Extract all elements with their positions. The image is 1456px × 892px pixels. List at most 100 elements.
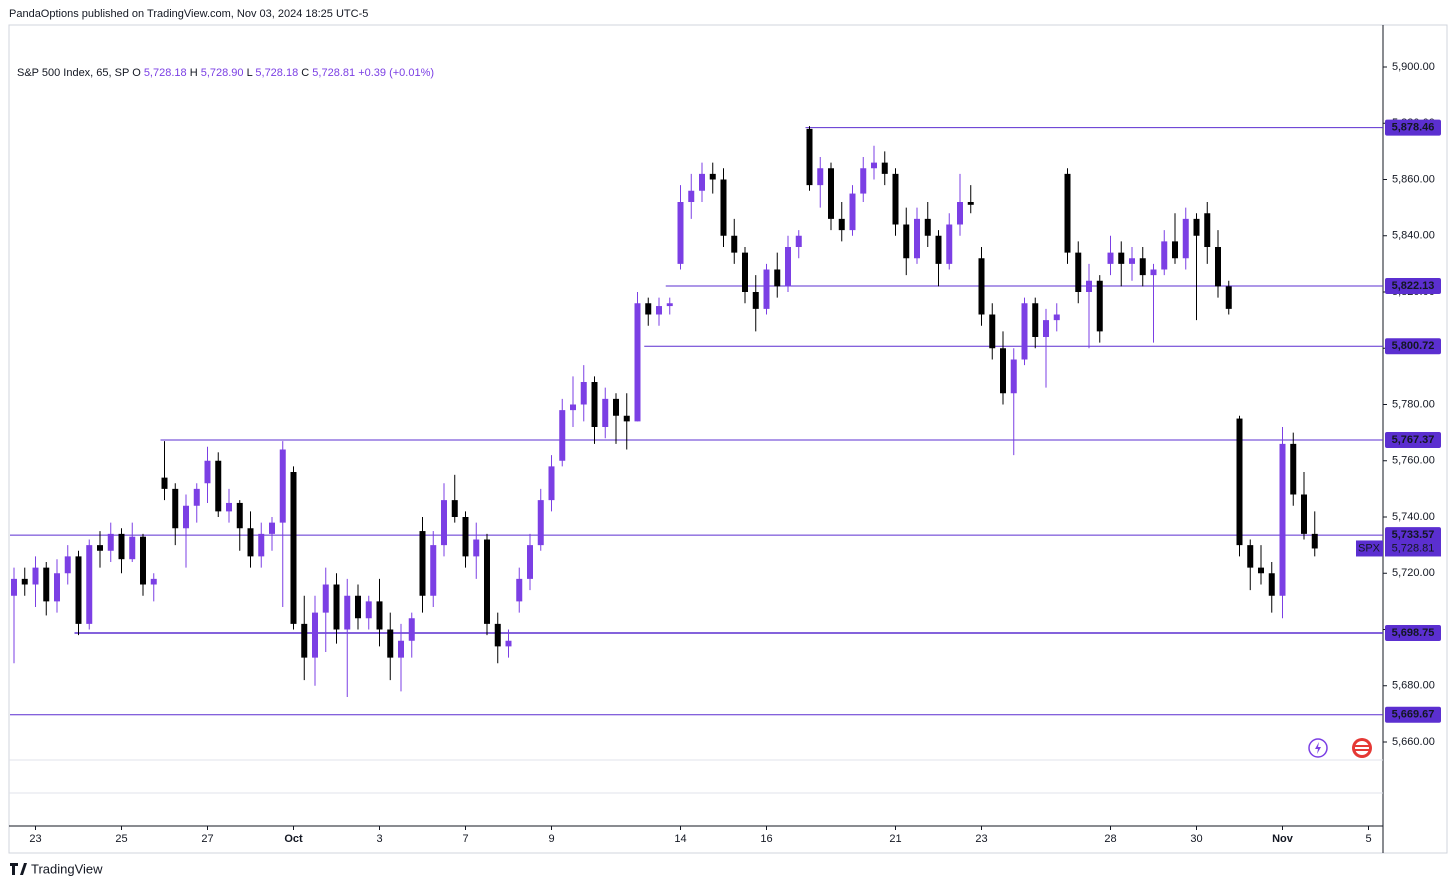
candle-body [1225,286,1232,309]
candle-body [21,578,28,585]
legend-item: +0.39 (+0.01%) [358,67,434,79]
candle-body [183,505,189,529]
candle-body [215,460,222,512]
candle-body [881,162,888,174]
candle-body [1193,218,1200,236]
candle-body [150,578,157,585]
candle-body [527,545,533,579]
candle-body [677,202,684,264]
legend-item: O [132,67,141,79]
candle-body [1086,280,1092,292]
candle-body [806,128,813,186]
candle-body [1129,258,1135,264]
candle-body [903,224,910,259]
candle-body [484,539,490,624]
candle-body [1075,252,1082,292]
level-label-box [1385,706,1441,723]
candle-body [1215,247,1221,287]
level-label-box [1385,278,1441,295]
candle-body [387,629,394,658]
candle-body [742,252,748,292]
candle-body [1279,443,1286,596]
candle-body [1010,359,1017,394]
candle-body [419,531,426,596]
candle-body [1311,533,1318,549]
candle-body [1043,320,1049,337]
legend-item: L [247,67,253,79]
candle-body [1064,173,1071,253]
y-tick-label: 5,680.00 [1392,680,1435,692]
x-tick-label: 28 [1104,833,1116,845]
x-tick-label: 16 [760,833,772,845]
frame [8,24,1448,854]
candle-body [290,472,297,624]
candle-body [699,173,705,191]
candle-body [1139,258,1146,276]
x-tick-label: 25 [115,833,127,845]
x-tick-label: 14 [674,833,686,845]
publisher: PandaOptions published on TradingView.co… [9,8,368,20]
candle-body [1301,494,1307,534]
candle-body [924,218,931,236]
candle-body [107,533,114,551]
candle-body [1107,252,1114,264]
y-tick-label: 5,840.00 [1392,230,1435,242]
level-label-box [1385,119,1441,136]
candle-body [1258,567,1264,574]
x-tick-label: Oct [284,833,303,845]
x-tick-label: 5 [1365,833,1371,845]
candle-body [634,303,641,422]
legend-item: 5,728.18 [144,67,187,79]
candle-body [613,398,619,416]
candle-body [1204,213,1211,247]
symbol-label: SPX [1358,542,1381,554]
candle-body [957,202,963,225]
candle-body [494,623,501,647]
candle-body [516,578,523,602]
candle-body [1021,303,1028,360]
candle-body [11,578,17,596]
x-tick-label: 21 [889,833,901,845]
y-tick-label: 5,720.00 [1392,567,1435,579]
icons [1308,738,1372,758]
candle-body [871,162,877,169]
candle-body [774,269,781,287]
footer-logo [10,863,27,875]
y-tick-label: 5,860.00 [1392,173,1435,185]
candle-body [247,528,254,557]
last-price-box [1385,540,1441,557]
candle-body [258,533,265,557]
candle-body [591,382,598,427]
candle-body [129,536,136,560]
level-label: 5,698.75 [1392,627,1435,639]
candle-body [161,477,168,489]
candle-body [54,573,60,602]
legend-item: 5,728.90 [201,67,244,79]
level-label-box [1385,338,1441,355]
candle-body [1150,269,1157,276]
candle-body [312,612,318,658]
candle-body [914,218,920,259]
candle-body [279,449,286,523]
candle-body [398,640,404,658]
candle-body [1268,573,1275,596]
candle-body [935,235,942,264]
x-tick-label: 9 [548,833,554,845]
x-tick-label: 3 [376,833,382,845]
candle-body [817,168,824,186]
candle-body [838,218,845,231]
candle-body [269,522,275,534]
candle-body [1000,348,1006,394]
candle-body [140,536,146,585]
legend-text: S&P 500 Index, 65, SP O 5,728.18 H 5,728… [17,67,434,79]
candle-body [344,595,351,630]
level-label: 5,822.13 [1392,280,1435,292]
candle-body [1118,252,1125,264]
candle-body [376,601,383,630]
candle-body [226,502,232,512]
level-label: 5,733.57 [1392,529,1435,541]
candle-body [946,224,953,264]
legend-item: H [190,67,198,79]
